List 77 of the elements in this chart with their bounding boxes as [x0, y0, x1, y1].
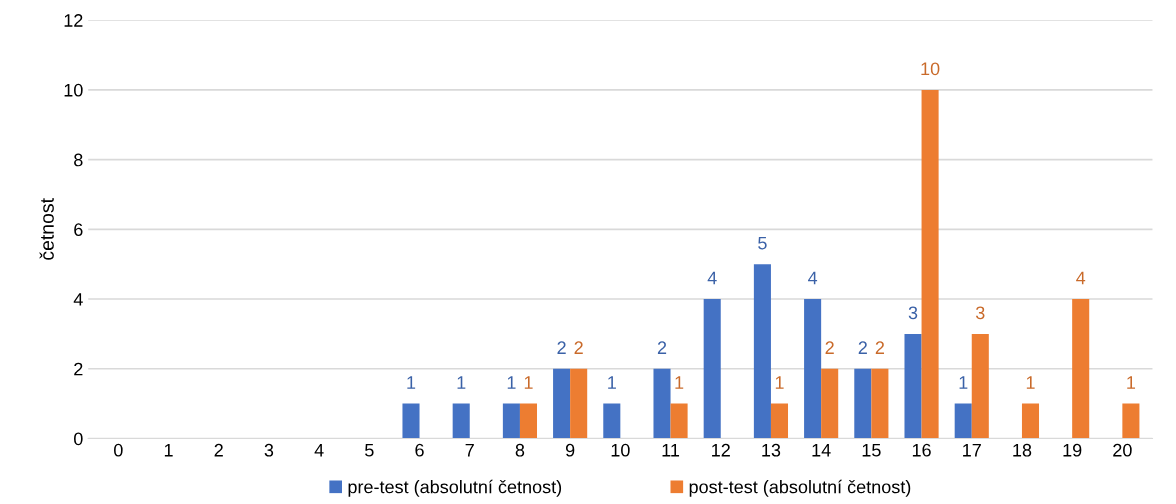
y-tick-label: 10 [64, 83, 83, 97]
x-tick-label: 7 [465, 444, 474, 457]
bar [770, 403, 789, 439]
data-label: 1 [775, 376, 784, 389]
bar [1122, 403, 1140, 439]
bar [804, 299, 822, 439]
bar [904, 333, 922, 439]
bar [603, 403, 621, 439]
x-tick-label: 4 [314, 444, 324, 457]
bar [954, 403, 972, 439]
x-tick-label: 18 [1013, 443, 1032, 457]
data-label: 2 [875, 341, 884, 354]
x-tick-label: 13 [762, 443, 781, 457]
data-label: 2 [825, 341, 834, 354]
bar [753, 264, 771, 439]
legend-label: post-test (absolutní četnost) [689, 479, 911, 497]
bar [402, 403, 420, 439]
bar [971, 333, 989, 439]
x-tick-label: 11 [662, 444, 680, 457]
x-tick-label: 17 [963, 444, 981, 457]
data-label: 1 [959, 376, 968, 389]
bar [854, 368, 872, 439]
bar [570, 368, 588, 439]
x-tick-label: 6 [415, 443, 424, 457]
bar [502, 403, 520, 439]
x-tick-label: 2 [214, 443, 223, 457]
data-label: 10 [921, 62, 940, 76]
x-tick-label: 15 [862, 444, 881, 457]
data-label: 2 [557, 341, 566, 354]
y-tick-label: 6 [74, 223, 83, 237]
y-axis-title: četnost [39, 198, 54, 260]
y-tick-label: 0 [74, 432, 83, 446]
data-label: 3 [908, 306, 918, 320]
y-tick-label: 8 [74, 153, 83, 167]
bar [653, 368, 671, 439]
x-tick-label: 1 [164, 444, 173, 457]
data-label: 2 [574, 341, 583, 354]
data-label: 1 [608, 376, 616, 389]
data-label: 1 [1127, 376, 1136, 389]
x-tick-label: 5 [365, 444, 374, 457]
bar [1021, 403, 1040, 439]
x-tick-label: 8 [515, 443, 525, 457]
data-label: 4 [1076, 271, 1086, 285]
legend-label: pre-test (absolutní četnost) [348, 479, 562, 497]
data-label: 1 [407, 376, 416, 389]
bar [871, 368, 889, 439]
bar [921, 89, 939, 439]
bar [821, 368, 839, 439]
bar [1072, 299, 1090, 439]
x-tick-label: 14 [812, 444, 831, 457]
bar [670, 403, 688, 439]
data-label: 1 [457, 376, 466, 389]
x-tick-label: 20 [1113, 443, 1132, 457]
data-label: 1 [507, 376, 516, 389]
data-label: 5 [758, 236, 767, 250]
bar [519, 403, 537, 439]
data-label: 4 [808, 271, 818, 285]
bar [452, 403, 470, 439]
x-tick-label: 16 [912, 443, 931, 457]
y-tick-label: 4 [73, 293, 83, 306]
data-label: 3 [975, 306, 985, 320]
data-label: 4 [707, 271, 717, 285]
data-label: 2 [858, 341, 867, 354]
y-tick-label: 2 [74, 362, 83, 376]
data-label: 1 [675, 376, 684, 389]
bar [703, 299, 721, 439]
x-tick-label: 0 [114, 443, 123, 457]
x-tick-label: 3 [264, 443, 274, 457]
y-tick-label: 12 [64, 14, 83, 27]
x-tick-label: 10 [611, 443, 630, 457]
data-label: 1 [1026, 376, 1035, 389]
x-tick-label: 12 [712, 443, 730, 457]
x-tick-label: 9 [565, 443, 575, 457]
x-tick-label: 19 [1063, 443, 1082, 457]
data-label: 2 [657, 341, 667, 354]
bar [553, 368, 571, 439]
data-label: 1 [524, 376, 533, 389]
